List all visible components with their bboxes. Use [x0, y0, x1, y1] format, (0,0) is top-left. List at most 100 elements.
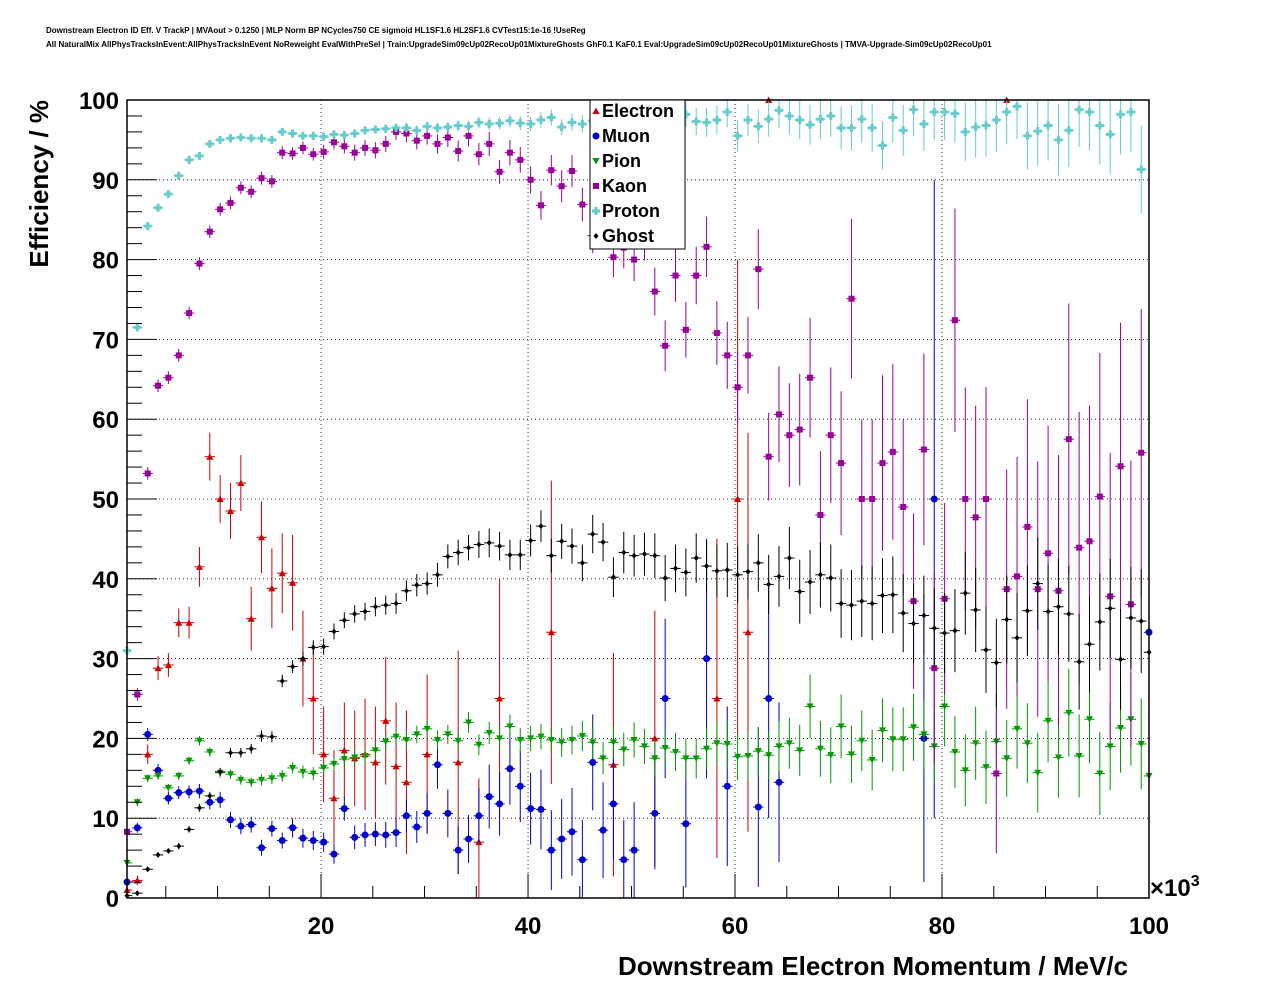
data-point-ghost: [207, 792, 213, 799]
data-point-muon: [144, 730, 152, 738]
data-point-electron: [423, 750, 431, 758]
legend-label-ghost: Ghost: [602, 226, 654, 246]
data-point-muon: [599, 826, 607, 834]
data-point-kaon: [1086, 538, 1093, 545]
data-point-pion: [672, 748, 680, 756]
legend-label-muon: Muon: [602, 126, 650, 146]
data-point-pion: [972, 740, 980, 747]
data-point-ghost: [383, 602, 389, 609]
data-point-ghost: [300, 655, 306, 662]
data-point-muon: [568, 828, 576, 836]
data-point-proton: [1095, 121, 1104, 130]
data-point-pion: [423, 725, 431, 733]
data-point-proton: [1044, 121, 1053, 130]
data-point-ghost: [196, 804, 202, 811]
legend-entry-kaon: Kaon: [593, 176, 647, 196]
data-point-pion: [247, 779, 255, 786]
data-point-muon: [299, 834, 307, 842]
data-point-muon: [723, 782, 731, 790]
data-point-ghost: [869, 600, 875, 607]
data-point-proton: [174, 171, 183, 180]
data-point-kaon: [382, 140, 389, 147]
data-point-kaon: [900, 503, 907, 510]
data-point-ghost: [683, 569, 689, 576]
data-point-ghost: [1045, 608, 1051, 615]
data-point-pion: [278, 772, 286, 780]
data-point-kaon: [155, 382, 162, 389]
data-point-muon: [175, 789, 183, 797]
data-point-ghost: [838, 600, 844, 607]
data-point-muon: [703, 655, 711, 663]
data-point-pion: [941, 703, 949, 710]
data-point-kaon: [807, 374, 814, 381]
data-point-ghost: [227, 749, 233, 756]
data-point-pion: [847, 751, 855, 758]
data-point-proton: [309, 131, 318, 140]
data-point-pion: [268, 775, 276, 782]
legend-marker-pion: [592, 158, 600, 165]
data-point-kaon: [889, 448, 896, 455]
data-point-proton: [1013, 102, 1022, 111]
data-point-kaon: [268, 178, 275, 185]
data-point-muon: [589, 758, 597, 766]
data-point-kaon: [776, 411, 783, 418]
data-point-ghost: [445, 553, 451, 560]
data-point-pion: [433, 736, 441, 744]
data-point-kaon: [651, 288, 658, 295]
data-point-pion: [382, 738, 390, 746]
data-point-pion: [1054, 754, 1062, 762]
data-point-pion: [651, 755, 659, 762]
y-tick-label: 20: [92, 726, 119, 753]
data-point-muon: [351, 833, 359, 841]
data-point-proton: [764, 115, 773, 124]
data-point-proton: [1137, 165, 1146, 174]
legend-entry-pion: Pion: [592, 151, 641, 171]
data-point-ghost: [569, 543, 575, 550]
data-point-pion: [620, 746, 628, 754]
data-point-pion: [258, 776, 266, 784]
data-point-kaon: [558, 183, 565, 190]
data-point-proton: [371, 125, 380, 134]
data-point-ghost: [476, 541, 482, 548]
data-point-electron: [195, 563, 203, 570]
data-point-kaon: [310, 151, 317, 158]
data-point-muon: [475, 812, 483, 820]
data-point-pion: [920, 731, 928, 738]
data-point-proton: [992, 115, 1001, 124]
data-point-proton: [888, 113, 897, 122]
data-point-muon: [133, 824, 141, 832]
data-point-ghost: [848, 602, 854, 609]
data-point-proton: [557, 123, 566, 132]
data-point-muon: [578, 856, 586, 864]
data-point-muon: [506, 765, 514, 773]
data-point-electron: [185, 619, 193, 626]
legend-marker-proton: [592, 207, 600, 215]
data-point-pion: [289, 764, 297, 772]
data-point-electron: [247, 615, 255, 622]
y-tick-label: 0: [106, 886, 119, 913]
data-point-ghost: [352, 610, 358, 617]
data-point-pion: [454, 737, 462, 745]
data-point-kaon: [196, 260, 203, 267]
data-point-pion: [806, 703, 814, 710]
data-point-kaon: [506, 149, 513, 156]
data-point-proton: [733, 131, 742, 140]
data-point-kaon: [527, 176, 534, 183]
data-point-ghost: [993, 659, 999, 666]
data-point-muon: [237, 822, 245, 830]
data-point-ghost: [931, 625, 937, 632]
data-point-kaon: [165, 374, 172, 381]
data-point-proton: [702, 118, 711, 127]
data-point-ghost: [1118, 656, 1124, 663]
series-pion: [123, 666, 1153, 867]
data-point-kaon: [424, 132, 431, 139]
data-point-proton: [961, 127, 970, 136]
data-point-ghost: [424, 580, 430, 587]
data-point-pion: [630, 736, 638, 744]
data-point-kaon: [693, 272, 700, 279]
data-point-electron: [175, 619, 183, 626]
data-point-proton: [950, 109, 959, 118]
legend-marker-muon: [592, 132, 600, 140]
data-point-electron: [382, 717, 390, 724]
data-point-pion: [889, 736, 897, 743]
